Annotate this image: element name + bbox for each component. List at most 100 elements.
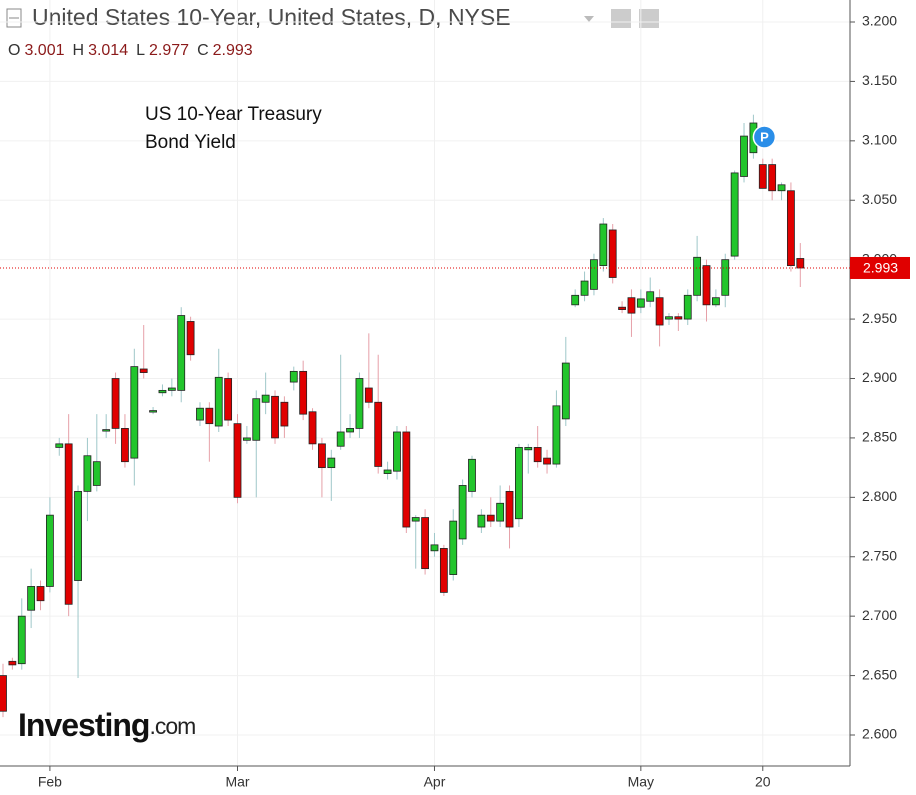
y-tick-label: 2.600 [862,726,897,742]
annotation: Bond Yield [145,132,236,153]
x-tick-label: 20 [755,774,771,790]
candle-body [383,469,392,474]
ohlc-key: O [8,42,20,59]
candle-body [121,428,129,463]
candle-body [177,315,186,391]
y-tick-label: 2.750 [862,547,897,563]
candle-body [271,395,279,439]
last-price-label: 2.993 [863,260,898,276]
ohlc-value: 2.993 [213,42,253,59]
candle-body [214,376,223,427]
candle-body [280,401,289,427]
candle-body [458,485,467,540]
ohlc-value: 3.001 [24,42,64,59]
candle-body [571,294,580,306]
y-tick-label: 2.850 [862,429,897,445]
candle-body [0,675,7,712]
candle-body [515,447,523,520]
ohlc-key: L [136,42,145,59]
candle-body [618,306,626,310]
y-tick-label: 3.050 [862,191,897,207]
candle-body [346,428,354,433]
candle-body [552,405,561,465]
y-tick-label: 2.650 [862,666,897,682]
candle-body [318,443,326,469]
x-tick-label: Feb [38,774,62,790]
candle-body [787,190,795,267]
candle-body [468,458,476,492]
ohlc-key: C [197,42,209,59]
y-tick-label: 3.150 [862,72,897,88]
candle-body [27,586,36,611]
candle-body [261,394,270,403]
candle-body [683,294,692,320]
x-tick-label: Apr [424,774,446,790]
candle-body [505,490,514,528]
eye-icon[interactable] [611,9,631,28]
candle-body [92,461,101,486]
candle-body [721,259,730,296]
candle-body [758,164,767,189]
candle-body [777,184,786,192]
candle-body [64,443,73,605]
candle-body [646,291,655,302]
chart-title: United States 10-Year, United States, D,… [32,4,511,30]
last-price-box [850,256,910,279]
candle-body [561,362,570,420]
candle-body [46,514,54,587]
candle-body [158,389,167,394]
candle-body [449,520,458,575]
x-tick-label: Mar [225,774,249,790]
candle-body [768,164,777,192]
candle-body [83,455,92,492]
candle-body [102,429,111,432]
y-tick-label: 2.900 [862,369,897,385]
candle-body [149,410,157,413]
candle-body [439,548,448,593]
candle-body [374,401,383,467]
candle-body [308,411,317,445]
candle-body [608,229,617,278]
settings-icon[interactable] [639,9,659,28]
candle-body [477,514,486,528]
candle-body [421,517,430,570]
candle-body [665,316,673,320]
candle-body [711,297,720,306]
candle-body [364,387,373,403]
candle-body [430,544,439,552]
collapse-icon[interactable] [6,8,22,28]
candle-body [233,423,242,498]
candle-body [524,447,533,451]
dropdown-arrow[interactable] [584,16,594,22]
candle-body [139,368,148,373]
candle-body [36,586,45,602]
candle-body [702,265,711,306]
candle-body [599,223,608,267]
candle-body [355,378,364,429]
candle-body [289,370,298,383]
candle-body [486,514,495,522]
ohlc-value: 3.014 [88,42,128,59]
candle-body [590,259,598,290]
candle-body [674,316,683,320]
ohlc-header: O 3.001 H 3.014 L 2.977 C 2.993 [8,42,253,59]
candle-body [411,517,420,522]
event-marker-label: P [760,129,769,144]
candle-body [533,447,542,463]
candle-body [693,256,702,296]
candle-body [636,298,645,308]
candle-body [580,280,589,296]
candle-body [74,490,82,581]
candle-body [336,431,345,447]
candle-body [496,502,505,522]
candle-body [543,457,551,465]
candle-body [327,457,336,469]
candle-body [252,398,261,441]
annotation: US 10-Year Treasury [145,104,322,125]
candle-body [730,172,739,257]
candle-body [299,370,308,415]
candle-body [655,297,664,326]
y-tick-label: 2.950 [862,310,897,326]
candle-body [130,366,139,459]
